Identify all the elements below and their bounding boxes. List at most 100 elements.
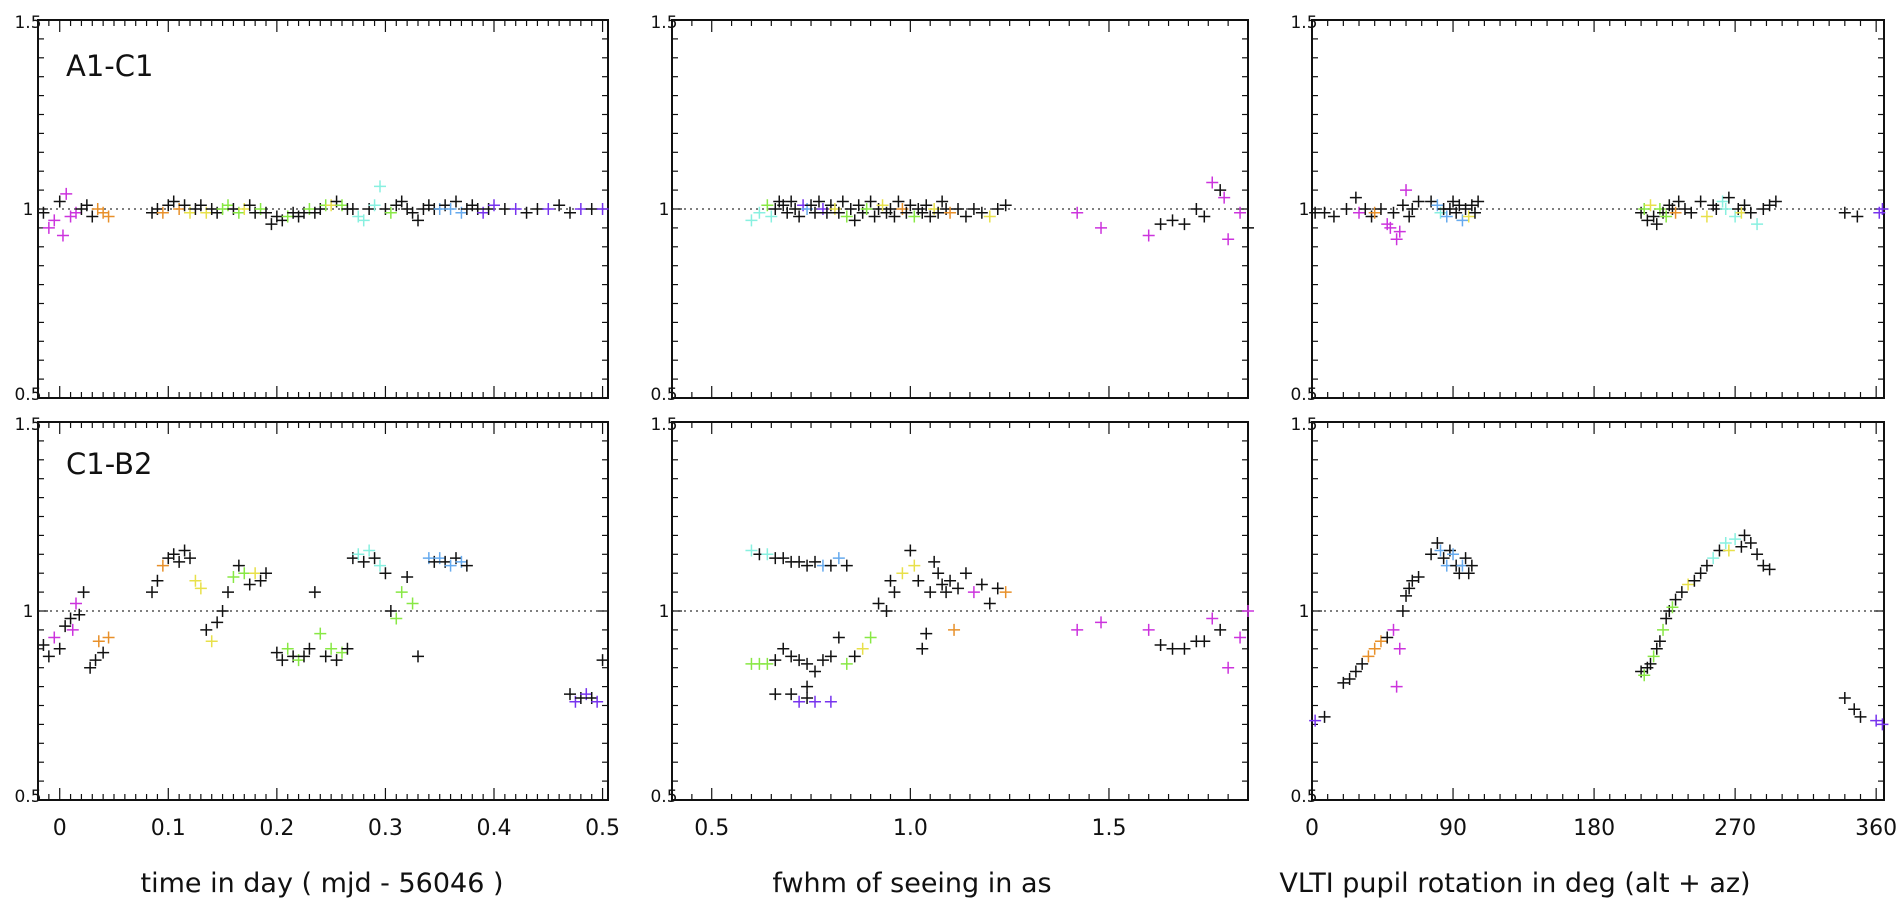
data-point bbox=[1838, 691, 1851, 704]
data-point bbox=[520, 206, 533, 219]
data-point bbox=[745, 214, 758, 227]
data-point bbox=[346, 203, 359, 215]
data-point bbox=[888, 586, 901, 599]
data-point bbox=[564, 206, 576, 219]
x-tick-label: 0.1 bbox=[151, 816, 186, 841]
data-point bbox=[1650, 218, 1663, 231]
data-point bbox=[1425, 195, 1438, 208]
data-point bbox=[574, 203, 587, 215]
data-point bbox=[1876, 203, 1889, 215]
data-point bbox=[896, 567, 909, 580]
data-point bbox=[1349, 191, 1362, 204]
data-point bbox=[238, 567, 251, 580]
y-tick-label: 0.5 bbox=[1290, 787, 1317, 807]
data-point bbox=[959, 567, 972, 580]
data-point bbox=[785, 195, 798, 208]
data-point bbox=[64, 612, 77, 625]
data-point bbox=[53, 195, 66, 208]
data-point bbox=[1870, 714, 1883, 727]
data-point bbox=[801, 691, 814, 704]
data-point bbox=[916, 642, 929, 655]
data-point bbox=[1685, 206, 1698, 219]
data-point bbox=[1450, 206, 1463, 219]
data-point bbox=[801, 559, 814, 572]
data-point bbox=[276, 654, 289, 667]
data-point bbox=[1374, 203, 1387, 215]
data-point bbox=[967, 586, 980, 599]
data-point bbox=[585, 203, 598, 215]
data-point bbox=[374, 559, 386, 572]
data-point bbox=[1387, 206, 1400, 219]
panels-layer: 0.511.50.511.50.511.50.511.50 0.1 0.2 0.3 0.… bbox=[14, 13, 1897, 841]
x-tick-label: 180 bbox=[1573, 816, 1615, 841]
data-point bbox=[789, 203, 802, 215]
y-tick-label: 0.5 bbox=[14, 787, 41, 807]
data-point bbox=[357, 555, 370, 568]
data-point bbox=[1349, 665, 1362, 678]
data-point bbox=[924, 210, 937, 223]
data-point bbox=[884, 203, 897, 215]
y-tick-label: 1.5 bbox=[1290, 13, 1317, 33]
data-point bbox=[1222, 233, 1235, 246]
data-point bbox=[591, 695, 604, 708]
data-point bbox=[812, 195, 825, 208]
data-point bbox=[1214, 623, 1227, 636]
data-point bbox=[1356, 657, 1369, 670]
data-point bbox=[401, 570, 414, 583]
y-tick-label: 1 bbox=[659, 602, 670, 622]
data-point bbox=[1653, 635, 1666, 648]
x-tick-label: 270 bbox=[1714, 816, 1756, 841]
data-point bbox=[745, 544, 758, 557]
data-point bbox=[102, 631, 115, 644]
data-point bbox=[983, 210, 996, 223]
x-tick-label: 360 bbox=[1855, 816, 1897, 841]
data-point bbox=[932, 567, 945, 580]
data-point bbox=[761, 657, 774, 670]
data-point bbox=[1403, 210, 1416, 223]
data-point bbox=[564, 688, 576, 701]
data-point bbox=[1154, 639, 1167, 652]
data-point bbox=[1178, 642, 1191, 655]
data-point bbox=[1443, 203, 1456, 215]
data-point bbox=[395, 586, 408, 599]
data-point bbox=[1400, 589, 1413, 602]
data-point bbox=[412, 650, 424, 663]
data-point bbox=[450, 195, 462, 208]
data-point bbox=[56, 229, 69, 242]
data-point bbox=[1412, 570, 1425, 583]
data-point bbox=[888, 210, 901, 223]
data-point bbox=[227, 570, 240, 583]
data-point bbox=[999, 586, 1012, 599]
data-point bbox=[959, 210, 972, 223]
data-point bbox=[777, 199, 790, 212]
x-tick-label: 1.0 bbox=[893, 816, 928, 841]
data-point bbox=[363, 544, 376, 557]
data-point bbox=[194, 199, 207, 212]
y-tick-label: 0.5 bbox=[650, 787, 677, 807]
data-point bbox=[840, 559, 853, 572]
x-axis-title-rotation: VLTI pupil rotation in deg (alt + az) bbox=[1279, 868, 1750, 899]
data-point bbox=[1650, 642, 1663, 655]
data-point bbox=[1763, 563, 1776, 576]
data-point bbox=[912, 574, 925, 587]
data-point bbox=[904, 199, 917, 212]
x-tick-label: 0 bbox=[1305, 816, 1319, 841]
data-point bbox=[1447, 195, 1460, 208]
data-point bbox=[1359, 203, 1372, 215]
x-tick-label: 0 bbox=[53, 816, 67, 841]
data-point bbox=[1431, 199, 1444, 212]
data-point bbox=[319, 650, 332, 663]
data-point bbox=[374, 180, 386, 193]
data-point bbox=[1166, 642, 1179, 655]
data-point bbox=[444, 203, 457, 215]
data-point bbox=[824, 650, 837, 663]
data-point bbox=[1465, 199, 1478, 212]
data-point bbox=[1757, 559, 1770, 572]
data-point bbox=[1462, 210, 1475, 223]
data-point bbox=[975, 206, 988, 219]
data-point bbox=[1722, 191, 1735, 204]
data-point bbox=[77, 586, 90, 599]
data-point bbox=[801, 657, 814, 670]
data-point bbox=[173, 555, 186, 568]
data-point bbox=[167, 195, 180, 208]
